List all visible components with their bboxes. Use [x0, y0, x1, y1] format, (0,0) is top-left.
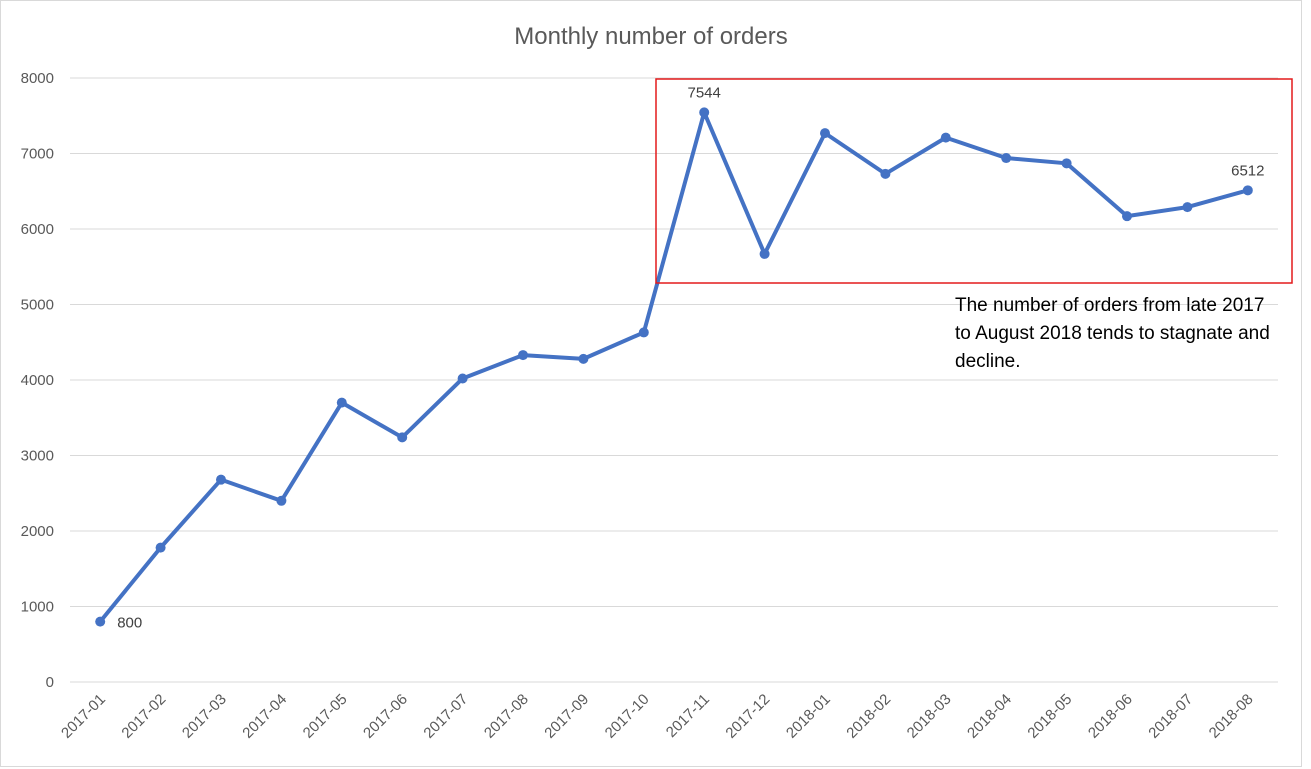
data-point [699, 107, 710, 118]
x-tick-label: 2017-08 [481, 691, 532, 742]
data-point [1061, 158, 1072, 169]
data-label: 6512 [1231, 162, 1264, 179]
x-tick-label: 2017-09 [541, 691, 592, 742]
data-point [216, 474, 226, 485]
chart-title: Monthly number of orders [514, 23, 787, 50]
gridlines [70, 77, 1278, 683]
y-tick-label: 1000 [21, 599, 54, 616]
data-label: 7544 [688, 84, 721, 101]
data-point [880, 168, 891, 179]
series-line [98, 110, 1250, 624]
x-tick-label: 2017-12 [722, 691, 773, 742]
data-point [1122, 211, 1132, 222]
data-point [95, 616, 106, 627]
x-tick-label: 2017-04 [239, 691, 290, 742]
x-axis-ticks: 2017-01 2017-02 2017-03 2017-04 2017-05 2017-… [58, 691, 1257, 742]
data-point [1182, 202, 1193, 213]
data-point [155, 542, 166, 553]
y-tick-label: 4000 [21, 372, 54, 389]
y-axis-ticks: 0 1000 2000 3000 4000 5000 6000 7000 8000 [21, 70, 54, 691]
x-tick-label: 2017-11 [663, 691, 713, 741]
y-tick-label: 0 [46, 674, 54, 691]
highlight-box [655, 78, 1293, 284]
data-label: 800 [117, 615, 142, 632]
data-point [940, 132, 951, 143]
x-tick-label: 2018-03 [904, 691, 955, 742]
data-point [820, 128, 830, 139]
y-tick-label: 2000 [21, 523, 54, 540]
data-point [518, 350, 528, 361]
x-tick-label: 2017-10 [602, 691, 653, 742]
annotation-text: The number of orders from late 2017 to A… [955, 295, 1270, 372]
x-tick-label: 2018-07 [1145, 691, 1196, 742]
data-point [336, 397, 347, 408]
x-tick-label: 2018-02 [843, 691, 894, 742]
data-point [759, 248, 770, 259]
x-tick-label: 2018-06 [1085, 691, 1136, 742]
data-point [1242, 185, 1253, 196]
x-tick-label: 2017-05 [300, 691, 351, 742]
x-tick-label: 2018-05 [1024, 691, 1075, 742]
x-tick-label: 2017-02 [118, 691, 169, 742]
series-group [95, 107, 1253, 627]
data-point [1001, 153, 1012, 164]
x-tick-label: 2017-03 [179, 691, 230, 742]
y-tick-label: 6000 [21, 221, 54, 238]
data-point [276, 495, 287, 506]
x-tick-label: 2018-08 [1206, 691, 1257, 742]
x-tick-label: 2018-04 [964, 691, 1015, 742]
data-point [638, 327, 649, 338]
y-tick-label: 3000 [21, 448, 54, 465]
data-point [578, 353, 589, 364]
y-tick-label: 5000 [21, 297, 54, 314]
x-tick-label: 2017-06 [360, 691, 411, 742]
x-tick-label: 2017-01 [58, 691, 109, 742]
data-point [457, 373, 468, 384]
y-tick-label: 7000 [21, 146, 54, 163]
x-tick-label: 2018-01 [783, 691, 834, 742]
y-tick-label: 8000 [21, 70, 54, 87]
x-tick-label: 2017-07 [420, 691, 471, 742]
data-point [397, 432, 408, 443]
data-labels: 800 7544 6512 [117, 84, 1264, 631]
